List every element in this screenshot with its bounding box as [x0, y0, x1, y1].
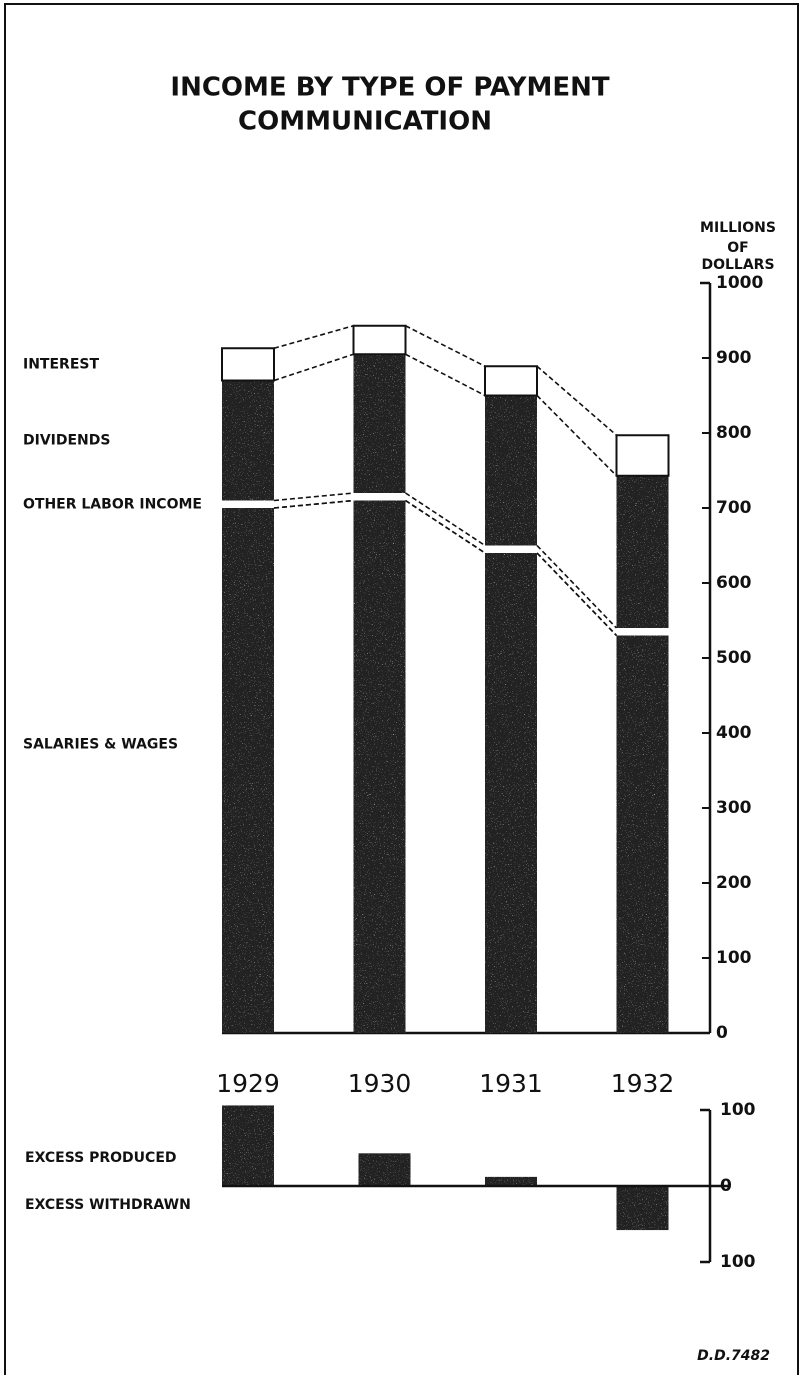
y-tick-label: 100: [720, 1100, 756, 1120]
y-tick-label: 100: [716, 948, 752, 968]
frame: [4, 3, 799, 1375]
x-tick-label: 1930: [348, 1069, 412, 1098]
y-axis-label: DOLLARS: [701, 257, 774, 273]
connector: [405, 353, 486, 397]
bar: [616, 1186, 669, 1231]
y-axis-label: OF: [727, 240, 748, 256]
series-label: DIVIDENDS: [23, 433, 110, 449]
chart-title: INCOME BY TYPE OF PAYMENT: [170, 73, 609, 103]
x-tick-label: 1929: [216, 1069, 280, 1098]
bar: [485, 1176, 537, 1186]
bar-segment: [615, 434, 670, 477]
bar-segment: [616, 635, 669, 1033]
bar-segment: [221, 347, 275, 382]
series-label: INTEREST: [23, 356, 99, 372]
bar-segment: [357, 493, 402, 501]
bar-segment: [226, 500, 270, 508]
annotation: EXCESS WITHDRAWN: [25, 1197, 191, 1213]
annotation: EXCESS PRODUCED: [25, 1150, 177, 1166]
bar-segment: [222, 508, 274, 1033]
y-axis-label: MILLIONS: [700, 220, 776, 236]
connector: [536, 552, 618, 637]
bar-segment: [620, 628, 665, 636]
y-tick-label: 400: [716, 723, 752, 743]
y-tick-label: 0: [716, 1023, 728, 1043]
y-tick-label: 100: [720, 1252, 756, 1272]
bar-segment: [484, 365, 538, 397]
y-tick-label: 500: [716, 648, 752, 668]
connector: [405, 325, 486, 367]
y-tick-label: 700: [716, 498, 752, 518]
connector: [536, 394, 618, 477]
y-tick-label: 1000: [716, 273, 763, 293]
connector: [536, 544, 618, 629]
bar: [358, 1153, 411, 1186]
connector: [273, 353, 354, 382]
series-label: OTHER LABOR INCOME: [23, 496, 202, 512]
bar-segment: [353, 354, 406, 493]
series-label: SALARIES & WAGES: [23, 737, 178, 753]
connector: [273, 324, 354, 350]
catalog-number: D.D.7482: [697, 1348, 770, 1364]
bar-segment: [353, 500, 406, 1033]
x-tick-label: 1932: [611, 1069, 675, 1098]
connector: [273, 499, 354, 509]
bar-segment: [352, 324, 407, 356]
connector: [405, 499, 486, 554]
bar-segment: [616, 475, 669, 628]
connector: [536, 365, 618, 436]
bar-segment: [489, 545, 533, 553]
connector: [405, 492, 486, 547]
bar-segment: [485, 395, 537, 546]
bar-segment: [222, 380, 274, 501]
y-tick-label: 300: [716, 798, 752, 818]
bar: [222, 1105, 274, 1186]
x-tick-label: 1931: [479, 1069, 543, 1098]
chart-subtitle: COMMUNICATION: [238, 107, 492, 137]
bar-segment: [485, 553, 537, 1033]
y-tick-label: 900: [716, 348, 752, 368]
y-tick-label: 600: [716, 573, 752, 593]
y-tick-label: 200: [716, 873, 752, 893]
y-tick-label: 800: [716, 423, 752, 443]
connector: [273, 492, 354, 502]
